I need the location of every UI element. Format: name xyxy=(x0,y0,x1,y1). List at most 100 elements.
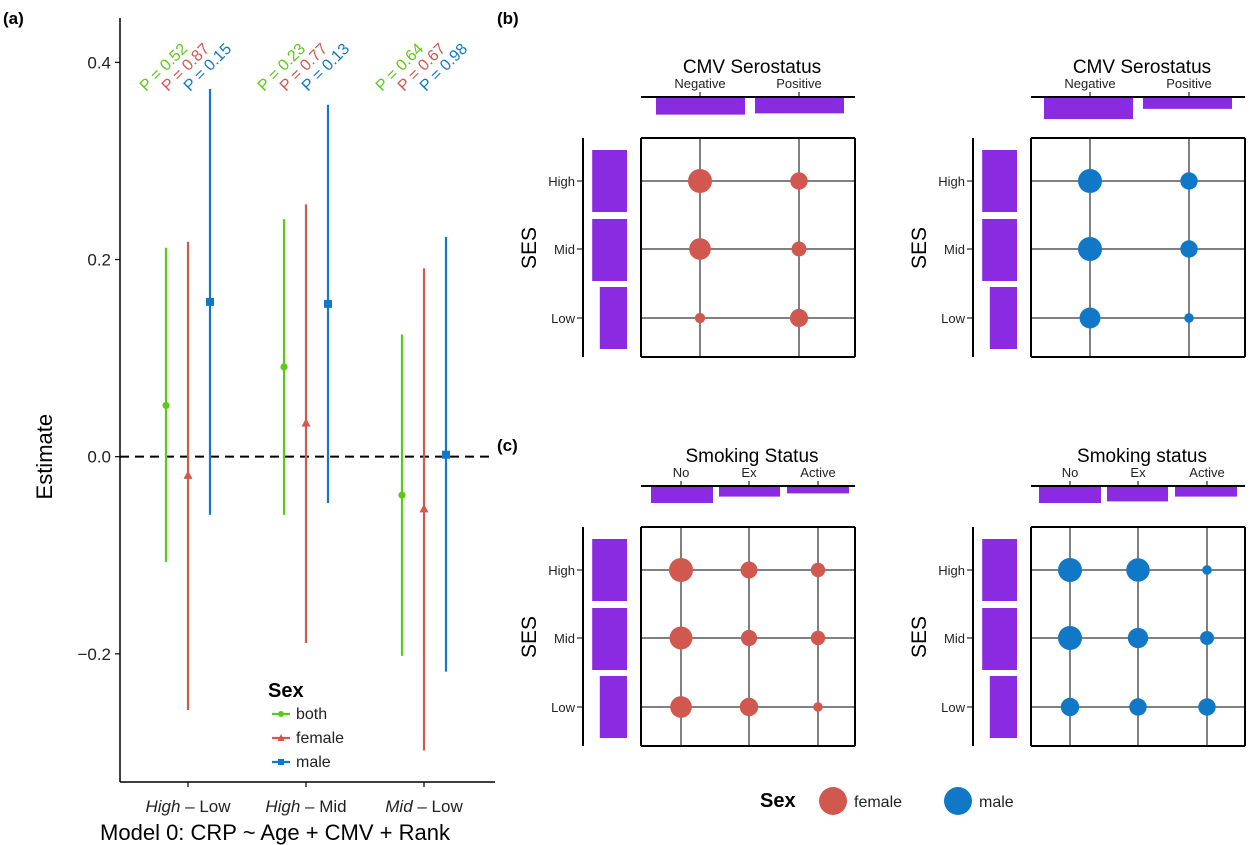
balloon-mid-positive xyxy=(791,241,807,257)
legend-key-marker-both xyxy=(278,711,284,717)
mosaic-title: CMV Serostatus xyxy=(683,57,821,78)
ses-axis-title: SES xyxy=(518,616,541,658)
point-estimate-female xyxy=(419,503,429,513)
point-estimate-female xyxy=(301,418,311,427)
point-estimate-male xyxy=(206,297,214,306)
balloon-low-active xyxy=(813,702,823,712)
balloon-low-ex xyxy=(739,697,759,717)
row-label-high: High xyxy=(548,174,575,189)
balloon-low-active xyxy=(1198,698,1216,716)
row-marginal-bar-low xyxy=(599,676,627,738)
sex-legend-bottom: Sex female male xyxy=(760,787,1014,815)
y-tick-label: 0.2 xyxy=(87,251,111,270)
legend-label-female: female xyxy=(296,730,344,747)
balloon-high-negative xyxy=(688,169,712,193)
row-label-high: High xyxy=(548,563,575,578)
y-tick-label: −0.2 xyxy=(77,645,111,664)
mosaic-title: Smoking Status xyxy=(685,446,818,467)
row-marginal-bar-low xyxy=(599,287,627,349)
x-tick-label: Mid – Low xyxy=(385,797,463,816)
point-estimate-both xyxy=(162,401,170,410)
x-tick-label-rest: – Low xyxy=(180,797,231,816)
panel-label-b: (b) xyxy=(497,9,519,28)
balloon-low-no xyxy=(1060,697,1080,717)
column-label-ex: Ex xyxy=(1130,465,1146,480)
column-label-active: Active xyxy=(1189,465,1224,480)
bottom-legend-key-female xyxy=(819,787,847,815)
row-marginal-bar-high xyxy=(982,539,1017,601)
balloon-low-positive xyxy=(1184,313,1194,323)
column-marginal-bar-positive xyxy=(1143,98,1232,109)
column-label-positive: Positive xyxy=(776,76,822,91)
column-marginal-bar-ex xyxy=(719,487,780,497)
column-label-no: No xyxy=(1062,465,1079,480)
column-marginal-bar-positive xyxy=(755,98,844,114)
x-tick-label: High – Mid xyxy=(265,797,346,816)
x-tick-label-italic: High xyxy=(145,797,180,816)
row-label-mid: Mid xyxy=(554,631,575,646)
column-label-no: No xyxy=(673,465,690,480)
row-marginal-bar-high xyxy=(592,539,627,601)
legend-key-marker-male xyxy=(278,759,284,765)
balloon-high-no xyxy=(1058,558,1082,582)
y-axis-title: Estimate xyxy=(32,414,57,500)
legend-key-marker-female xyxy=(277,734,285,741)
balloon-mid-active xyxy=(1200,631,1214,645)
x-tick-label: High – Low xyxy=(145,797,231,816)
row-marginal-bar-mid xyxy=(982,219,1017,281)
column-label-negative: Negative xyxy=(674,76,725,91)
column-marginal-bar-ex xyxy=(1107,487,1168,502)
column-marginal-bar-no xyxy=(1039,487,1101,503)
balloon-mid-ex xyxy=(1127,627,1149,649)
row-marginal-bar-low xyxy=(989,676,1017,738)
row-marginal-bar-mid xyxy=(982,608,1017,670)
mosaic-title: Smoking status xyxy=(1077,446,1207,467)
x-tick-label-italic: Mid xyxy=(385,797,413,816)
row-label-mid: Mid xyxy=(554,242,575,257)
balloon-low-ex xyxy=(1129,698,1147,716)
row-marginal-bar-mid xyxy=(592,608,627,670)
point-estimate-both xyxy=(280,363,288,371)
balloon-low-negative xyxy=(694,312,706,324)
balloon-low-negative xyxy=(1079,307,1101,329)
y-tick-label: 0.0 xyxy=(87,448,111,467)
column-marginal-bar-negative xyxy=(1044,98,1133,120)
balloon-mid-active xyxy=(810,630,826,646)
legend-title: Sex xyxy=(268,680,304,702)
balloon-high-active xyxy=(1202,565,1212,575)
bottom-legend-key-male xyxy=(944,787,972,815)
panel-label-c: (c) xyxy=(497,436,518,455)
balloon-high-no xyxy=(669,558,693,582)
column-marginal-bar-active xyxy=(1175,487,1237,497)
row-label-low: Low xyxy=(551,700,575,715)
ses-axis-title: SES xyxy=(908,227,931,269)
row-label-low: Low xyxy=(941,700,965,715)
balloon-mid-positive xyxy=(1180,240,1198,258)
mosaic-title: CMV Serostatus xyxy=(1073,57,1211,78)
balloon-mid-no xyxy=(1058,626,1082,650)
balloon-mid-no xyxy=(669,626,693,650)
balloon-high-negative xyxy=(1078,169,1102,193)
point-estimate-male xyxy=(442,450,450,459)
x-tick-label-rest: – Low xyxy=(413,797,464,816)
column-marginal-bar-negative xyxy=(656,98,745,115)
x-axis-title: Model 0: CRP ~ Age + CMV + Rank xyxy=(100,820,451,845)
point-estimate-male xyxy=(324,299,332,308)
balloon-mid-ex xyxy=(740,629,758,647)
balloon-high-active xyxy=(810,562,826,578)
row-label-low: Low xyxy=(941,311,965,326)
row-marginal-bar-high xyxy=(982,150,1017,212)
column-label-ex: Ex xyxy=(741,465,757,480)
ses-axis-title: SES xyxy=(518,227,541,269)
row-label-mid: Mid xyxy=(944,242,965,257)
row-label-high: High xyxy=(938,174,965,189)
row-label-low: Low xyxy=(551,311,575,326)
balloon-high-ex xyxy=(740,561,758,579)
row-label-high: High xyxy=(938,563,965,578)
balloon-high-positive xyxy=(1180,172,1198,190)
column-label-active: Active xyxy=(800,465,835,480)
x-tick-label-italic: High xyxy=(265,797,300,816)
balloon-high-positive xyxy=(790,172,808,190)
